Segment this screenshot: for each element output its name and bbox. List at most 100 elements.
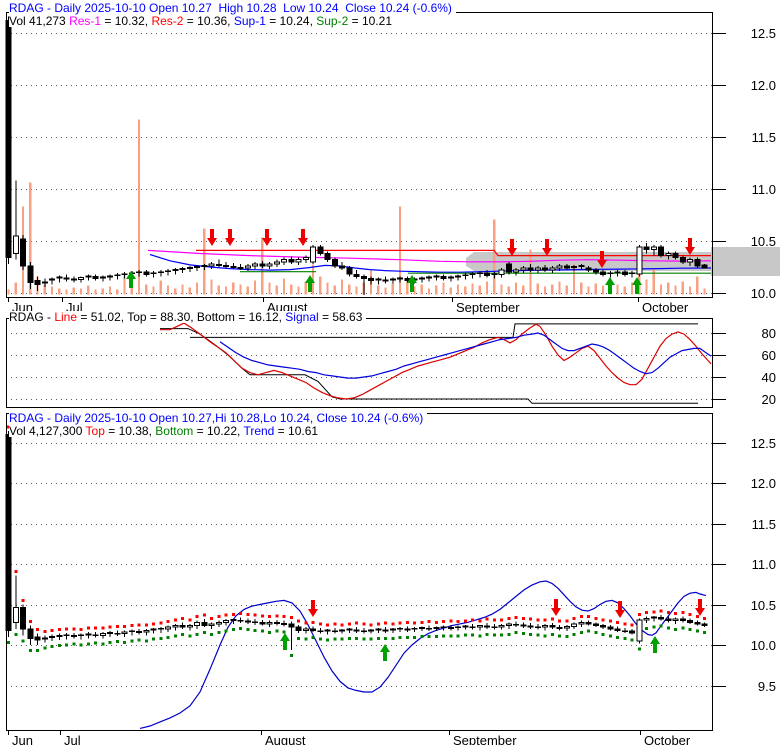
candle-body [259,263,266,267]
bottom-band-dot [347,636,351,640]
top-band-dot [260,614,264,618]
bottom-band-dot [289,653,293,657]
bottom-band-dot [123,640,126,644]
volume-bar [326,282,329,295]
top-band-dot [376,622,380,626]
bottom-band-dot [471,633,474,637]
line-label: Line [54,310,78,324]
top-band-dot [558,619,561,623]
bottom-band-dot [79,643,83,647]
sup-1-line [149,253,712,273]
bottom-band-dot [681,626,685,630]
candle-body [585,621,592,625]
candle-body [194,621,200,626]
top-band-dot [94,626,97,630]
volume-bar [195,282,199,295]
candle-body [121,631,128,635]
candle-body [179,625,186,628]
volume-bar [674,285,677,295]
top-band-dot [231,612,235,616]
candle-body [701,623,708,627]
candle-body [542,267,548,271]
top-band-dot [427,620,431,624]
candle-body [273,261,280,265]
candle-body [592,269,599,273]
top-band-dot [195,615,199,619]
candle-body [317,246,324,254]
sell-signal-arrow-icon [308,600,318,617]
top-band-dot [384,621,387,625]
bottom-band-dot [36,649,39,652]
volume-bar [384,287,387,295]
month-label: October [642,300,689,315]
candle-body [281,259,287,263]
sell-signal-arrow-icon [695,599,705,616]
bottom-band-dot [507,632,511,636]
bottom-band-value: = 10.22, [193,424,244,438]
signal-line [219,332,712,379]
bottom-band-dot [420,635,424,639]
volume-bar [638,259,641,295]
top-band-dot [72,627,76,631]
bottom-band-dot [144,639,148,643]
y-axis-label: 11.0 [752,557,776,572]
bottom-band-dot [181,632,184,636]
candle-body [34,636,41,641]
volume-bar [652,269,655,295]
volume-bar [304,281,307,295]
oscillator-header: RDAG - Line = 51.02, Top = 88.30, Bottom… [9,310,367,324]
bottom-band-dot [333,637,337,641]
top-band-dot [507,616,511,620]
month-label: October [644,733,691,745]
candle-body [302,257,309,261]
bottom-band-dot [297,636,300,640]
candle-body [172,625,179,628]
sell-signal-arrow-icon [507,239,517,256]
sup-2-value: = 10.21 [348,14,392,28]
trend-price-panel: 12.5 12.0 11.5 11.0 10.5 10.0 9.5 Jun Jul August S… [5,413,776,745]
top-panel-header-line2: Vol 41,273 Res-1 = 10.32, Res-2 = 10.36,… [9,15,396,27]
candle-body [310,246,316,263]
y-axis-label: 12.0 [751,78,776,93]
top-band-dot [637,612,641,616]
volume-readout: Vol 41,273 [9,14,70,28]
volume-bar [630,282,634,295]
candle-body [252,263,258,267]
sell-signal-arrow-icon [542,239,552,256]
bottom-band-dot [456,634,460,638]
top-panel-title: RDAG - Daily 2025-10-10 Open 10.27 High … [9,1,452,15]
y-axis-label: 10.5 [751,598,776,613]
candle-body [295,626,302,631]
top-band-dot [28,620,32,624]
top-band-dot [666,611,670,615]
top-band-dot [398,621,402,625]
bottom-band-dot [652,625,656,629]
volume-bar [456,284,460,295]
bottom-band-dot [623,636,627,640]
bottom-band-dot [282,630,286,634]
bottom-band-dot [666,626,670,630]
bottom-band-dot [427,635,431,639]
y-axis-label: 12.5 [751,26,776,41]
candle-body [92,275,99,279]
bottom-band-dot [318,637,322,641]
bottom-band-dot [152,637,155,641]
bottom-band-dot [485,632,489,636]
top-band-dot [652,610,656,614]
top-band-dot [159,621,163,625]
res-1-line [147,249,712,263]
bottom-band-dot [260,629,264,633]
volume-bar [58,288,61,295]
top-band-dot [311,620,315,624]
top-band-dot [202,613,206,617]
bottom-band-dot [703,631,706,635]
top-band-dot [471,618,474,622]
y-axis-label: 11.5 [752,130,776,145]
bottom-band-dot [434,635,438,639]
volume-bar [145,284,148,295]
bottom-band-dot [304,637,308,641]
top-band-dot [594,616,598,620]
bottom-band-dot [463,633,467,637]
month-label: September [456,300,520,315]
y-axis-label: 12.5 [751,436,776,451]
